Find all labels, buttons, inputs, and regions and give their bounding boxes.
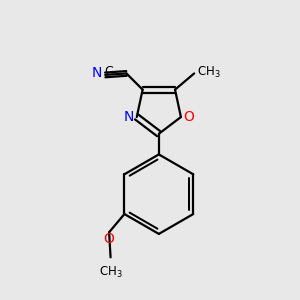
Text: O: O <box>104 232 115 246</box>
Text: O: O <box>183 110 194 124</box>
Text: N: N <box>92 66 102 80</box>
Text: CH$_3$: CH$_3$ <box>99 265 122 280</box>
Text: CH$_3$: CH$_3$ <box>196 64 220 80</box>
Text: N: N <box>124 110 134 124</box>
Text: C: C <box>104 65 113 78</box>
